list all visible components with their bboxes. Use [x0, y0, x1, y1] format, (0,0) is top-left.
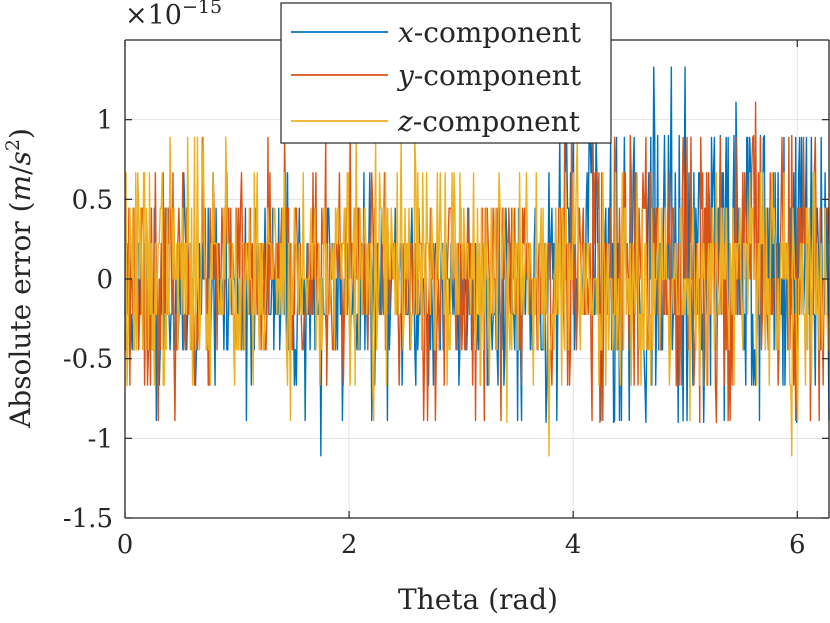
- legend-label-z: z-component: [397, 105, 581, 138]
- legend-var-z: z: [397, 105, 413, 138]
- y-tick-label: -0.5: [63, 345, 113, 375]
- y-label-suffix: ): [4, 128, 37, 139]
- x-tick-label: 0: [117, 530, 134, 560]
- y-tick-label: -1.5: [63, 504, 113, 534]
- series-line-z: [124, 136, 830, 457]
- series-lines: [124, 66, 830, 457]
- legend-suffix-z: -component: [413, 105, 581, 138]
- x-tick-label: 4: [565, 530, 582, 560]
- legend-var-y: y: [396, 59, 415, 92]
- legend-label-y: y-component: [396, 59, 582, 92]
- x-tick-label: 6: [789, 530, 806, 560]
- x-tick-label: 2: [341, 530, 358, 560]
- legend: x-component y-component z-component: [280, 2, 612, 144]
- legend-entry-y: y-component: [291, 59, 582, 92]
- legend-suffix-y: -component: [414, 59, 582, 92]
- y-tick-label: 0.5: [72, 185, 113, 215]
- axes: [124, 39, 830, 519]
- y-label-prefix: Absolute error (: [4, 201, 37, 429]
- y-tick-label: -1: [88, 424, 113, 454]
- legend-suffix-x: -component: [414, 16, 582, 49]
- legend-entry-x: x-component: [291, 16, 582, 49]
- exponent-base: ×10: [125, 0, 182, 31]
- y-label-m: m: [4, 175, 37, 202]
- legend-label-x: x-component: [398, 16, 582, 49]
- exponent-power: −15: [182, 0, 222, 18]
- y-label-slash: /: [4, 165, 37, 175]
- y-tick-label: 1: [96, 106, 113, 136]
- y-exponent-label: ×10−15: [125, 0, 222, 31]
- tick-labels: 0 2 4 6 -1.5 -1 -0.5 0 0.5 1: [63, 106, 806, 560]
- legend-entry-z: z-component: [291, 105, 581, 138]
- y-label-s: s: [4, 151, 37, 165]
- legend-var-x: x: [398, 16, 414, 49]
- legend-box: [280, 2, 612, 144]
- y-axis-label: Absolute error (m/s2): [2, 128, 37, 429]
- y-label-exp: 2: [2, 139, 24, 151]
- x-axis-label: Theta (rad): [398, 583, 558, 616]
- y-tick-label: 0: [96, 265, 113, 295]
